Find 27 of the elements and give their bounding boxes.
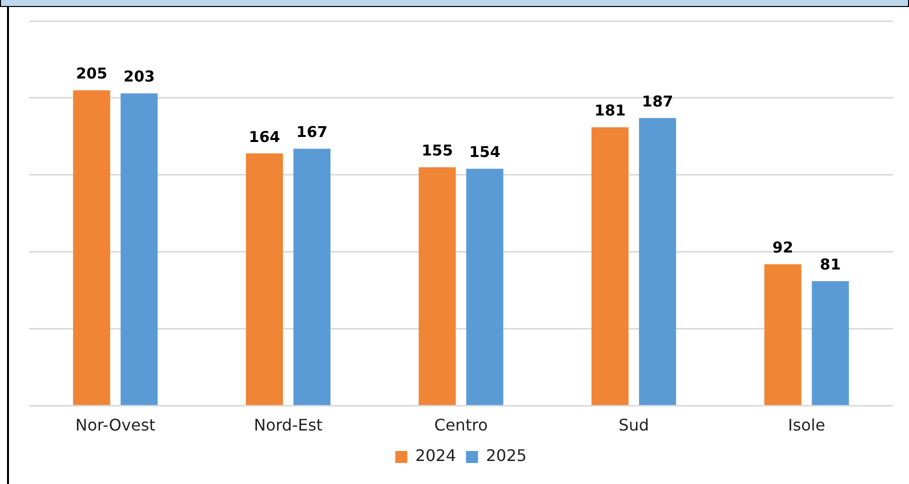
x-tick-label: Centro	[434, 416, 488, 435]
bar	[418, 167, 456, 406]
data-label: 164	[248, 128, 280, 146]
bar	[764, 264, 802, 406]
data-label: 205	[76, 64, 108, 83]
x-tick-label: Isole	[788, 416, 826, 435]
legend-label: 2025	[486, 446, 527, 466]
bar	[466, 168, 504, 406]
x-tick-label: Nor-Ovest	[75, 416, 156, 435]
x-tick-label: Nord-Est	[254, 416, 323, 435]
bar	[592, 127, 629, 406]
data-label: 92	[772, 238, 794, 257]
bar	[73, 90, 110, 406]
legend-label: 2024	[415, 446, 456, 466]
data-label: 154	[469, 143, 500, 162]
bar	[812, 281, 849, 406]
data-label: 81	[820, 256, 841, 274]
bar	[639, 118, 676, 406]
bar	[246, 153, 283, 406]
bar	[120, 93, 158, 406]
data-label: 203	[124, 68, 155, 86]
data-label: 167	[296, 123, 328, 142]
bar	[293, 148, 330, 406]
data-label: 181	[594, 102, 626, 120]
data-label: 187	[642, 92, 674, 110]
x-tick-label: Sud	[618, 416, 650, 435]
data-label: 155	[422, 142, 453, 160]
